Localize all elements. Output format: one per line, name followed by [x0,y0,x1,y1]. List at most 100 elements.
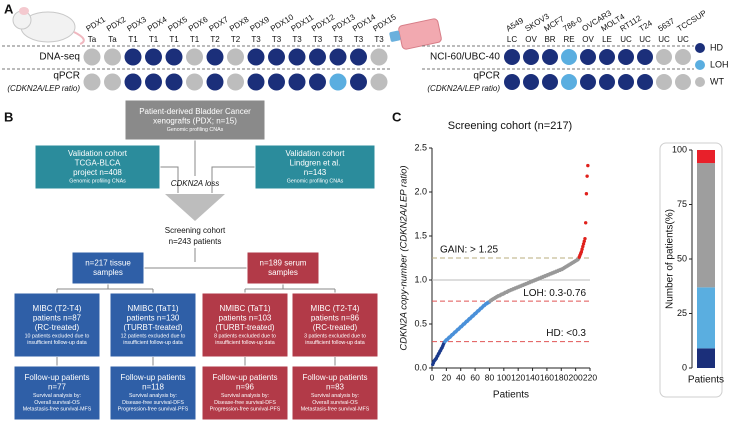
row-tag: OV [582,35,594,44]
status-dot [350,48,367,66]
box-text: Metastasis-free survival-MFS [23,407,92,413]
box-text: (RC-treated) [313,323,358,332]
status-dot [186,73,203,91]
status-dot [675,49,691,65]
legend-label: WT [710,76,724,86]
status-dot [227,48,244,66]
mouse-icon [12,7,85,45]
status-dot [561,49,577,65]
box-text: Follow-up patients [213,373,278,382]
legend-dot [695,43,705,53]
loss-label: CDKN2A loss [171,179,220,188]
box-text: Overall survival-OS [34,400,80,406]
box-text: Genomic profiling CNAs [69,179,126,185]
y-tick-label: 25 [677,308,687,318]
column-label: PDX1 [84,14,107,33]
point [585,174,589,178]
status-dot [504,49,520,65]
box-text: n=118 [142,383,164,392]
x-tick-label: 0 [430,372,435,382]
row-tag: LC [507,35,517,44]
box-text: 10 patients excluded due to [25,333,90,339]
x-tick-label: 40 [456,372,466,382]
flow-box [71,251,145,285]
row-label: DNA-seq [39,52,80,63]
box-text: Progression-free survival-PFS [210,407,281,413]
point [579,250,584,254]
column-label: PDX5 [166,14,189,33]
row-tag: T3 [374,35,384,44]
point [583,236,587,241]
box-text: patients n=103 [219,313,272,322]
box-text: Lindgren et al. [290,159,341,168]
box-text: Validation cohort [68,149,128,158]
status-dot [309,73,326,91]
flow-box [13,365,101,421]
row-tag: T1 [128,35,138,44]
box-text: insufficient follow-up data [123,340,182,346]
row-sublabel: (CDKN2A/LEP ratio) [427,84,500,93]
box-text: (RC-treated) [35,323,80,332]
status-dot [124,73,142,91]
row-tag: T2 [210,35,220,44]
status-dot [104,48,121,66]
status-dot [104,73,121,91]
status-dot [206,73,224,91]
x-axis-label: Patients [493,390,529,401]
status-dot [186,48,203,66]
row-label: qPCR [473,71,500,82]
funnel [165,194,225,221]
status-dot [542,49,558,65]
status-dot [580,49,596,65]
box-text: Patient-derived Bladder Cancer [139,107,251,116]
box-text: NMIBC (TaT1) [127,304,178,313]
box-text: NMIBC (TaT1) [219,304,270,313]
row-tag: RE [563,35,574,44]
x-tick-label: 60 [470,372,480,382]
box-text: n=83 [326,383,345,392]
status-dot [83,48,101,66]
box-text: samples [93,268,123,277]
box-text: Survival analysis by: [311,393,359,399]
row-tag: LE [602,35,612,44]
status-dot [618,49,634,65]
status-dot [656,49,672,65]
box-text: 12 patients excluded due to [121,333,186,339]
point [584,192,589,196]
box-text: Metastasis-free survival-MFS [301,407,370,413]
bar-segment [697,163,715,288]
box-text: Genomic profiling CNAs [287,179,344,185]
status-dot [165,73,183,91]
status-dot [309,48,326,66]
status-dot [618,74,634,90]
status-dot [329,73,347,91]
row-label: NCI-60/UBC-40 [430,52,500,63]
y-tick-label: 0.5 [414,318,427,328]
row-tag: T3 [272,35,282,44]
box-text: n=77 [48,383,67,392]
reference-label: HD: <0.3 [546,328,586,339]
box-text: Overall survival-OS [312,400,358,406]
status-dot [227,73,244,91]
row-tag: T1 [169,35,179,44]
y-tick-label: 0.0 [414,362,427,372]
y-tick-label: 2.0 [414,186,427,196]
bar-segment [697,348,715,368]
box-text: patients n=130 [127,313,180,322]
box-text: Genomic profiling CNAs [167,127,224,133]
status-dot [637,74,653,90]
chart-title: Screening cohort (n=217) [448,120,572,132]
flow-box [201,292,289,358]
status-dot [350,73,367,91]
y-tick-label: 75 [677,199,687,209]
status-dot [124,48,142,66]
panel-label: B [4,109,13,124]
status-dot [675,74,691,90]
box-text: Survival analysis by: [33,393,81,399]
y-tick-label: 2.5 [414,142,427,152]
y-tick-label: 1.0 [414,274,427,284]
x-tick-label: Patients [688,375,724,386]
y-axis-label: Number of patients(%) [665,209,676,309]
box-text: (TURBT-treated) [215,323,274,332]
